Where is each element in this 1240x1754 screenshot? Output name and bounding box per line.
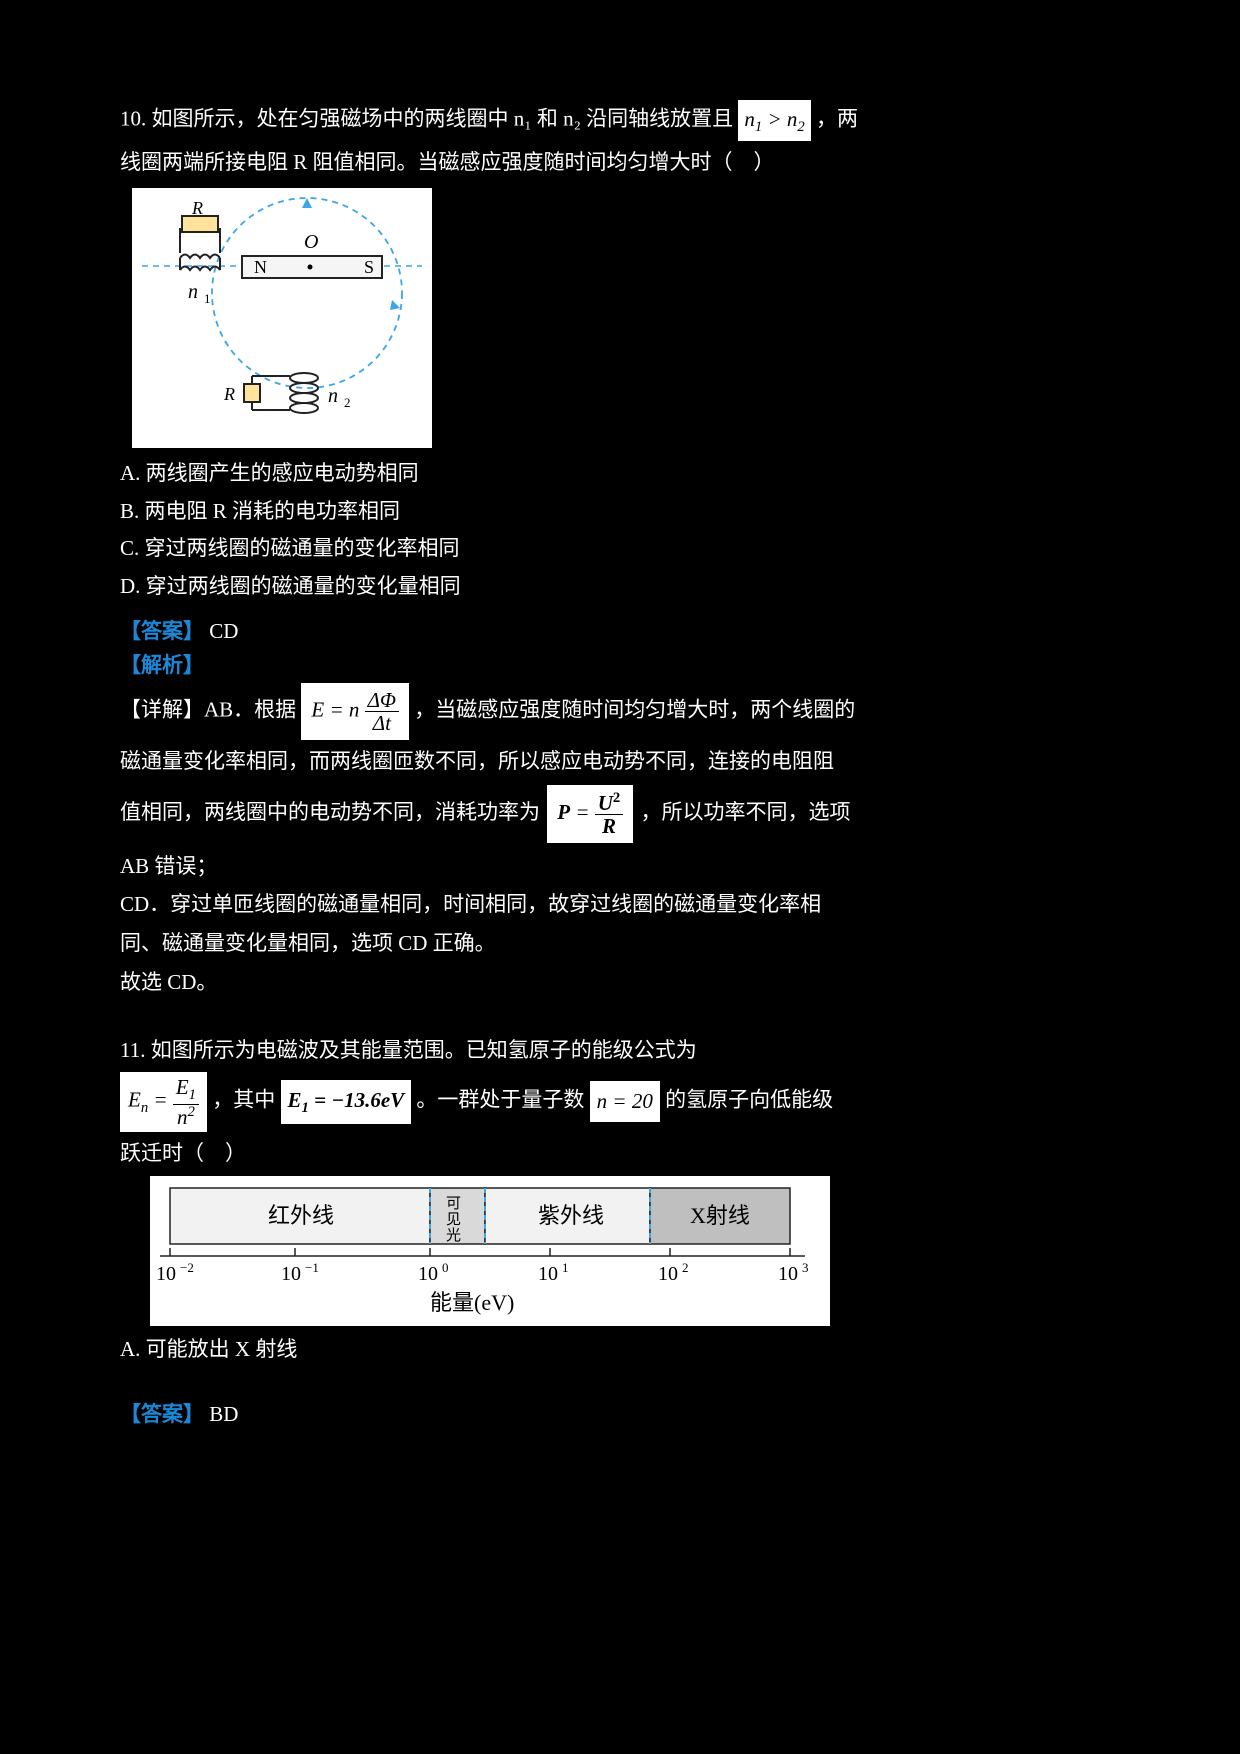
q10-option-b: B. 两电阻 R 消耗的电功率相同: [120, 494, 1120, 529]
svg-text:n: n: [188, 281, 198, 303]
q10-intro-after: ，两: [816, 107, 858, 131]
q10-option-c: C. 穿过两线圈的磁通量的变化率相同: [120, 531, 1120, 566]
svg-text:0: 0: [442, 1260, 449, 1275]
q10-intro-line1: 10. 如图所示，处在匀强磁场中的两线圈中 n₁ 和 n₂ 沿同轴线放置且 n1…: [120, 100, 1120, 141]
svg-text:1: 1: [562, 1260, 569, 1275]
q11-l2a: ，其中: [212, 1088, 275, 1112]
svg-text:10: 10: [538, 1263, 558, 1285]
q11-intro-line2: En = E1 n2 ，其中 E1 = −13.6eV 。一群处于量子数 n =…: [120, 1072, 1120, 1132]
analysis-line1: 【详解】AB．根据 E = n ΔΦ Δt ，当磁感应强度随时间均匀增大时，两个…: [120, 683, 1120, 740]
q11-option-a: A. 可能放出 X 射线: [120, 1332, 1120, 1367]
q10-intro-line2: 线圈两端所接电阻 R 阻值相同。当磁感应强度随时间均匀增大时（ ）: [120, 145, 1120, 180]
q10-intro-before: 10. 如图所示，处在匀强磁场中的两线圈中 n₁ 和 n₂ 沿同轴线放置且: [120, 107, 733, 131]
q11-l2c: 的氢原子向低能级: [665, 1088, 833, 1112]
analysis-line3: 值相同，两线圈中的电动势不同，消耗功率为 P = U2 R ，所以功率不同，选项: [120, 783, 1120, 845]
q11-intro-line3: 跃迁时（ ）: [120, 1136, 1120, 1171]
answer-label: 【答案】: [120, 619, 204, 643]
svg-text:紫外线: 紫外线: [538, 1203, 604, 1228]
svg-text:X射线: X射线: [690, 1203, 750, 1228]
formula-n1-gt-n2: n1 > n2: [738, 100, 810, 141]
formula-power: P = U2 R: [545, 783, 635, 845]
svg-text:n: n: [328, 385, 338, 407]
svg-text:R: R: [191, 198, 203, 218]
analysis-l3b: ，所以功率不同，选项: [641, 800, 851, 824]
svg-text:R: R: [223, 384, 235, 404]
svg-text:红外线: 红外线: [268, 1203, 334, 1228]
svg-text:光: 光: [446, 1227, 461, 1244]
svg-text:10: 10: [418, 1263, 438, 1285]
formula-e1: E1 = −13.6eV: [281, 1080, 412, 1123]
svg-text:10: 10: [778, 1263, 798, 1285]
q10-option-d: D. 穿过两线圈的磁通量的变化量相同: [120, 569, 1120, 604]
svg-text:10: 10: [658, 1263, 678, 1285]
analysis-line6: 同、磁通量变化量相同，选项 CD 正确。: [120, 926, 1120, 961]
q11-l2b: 。一群处于量子数: [416, 1088, 584, 1112]
svg-text:1: 1: [204, 291, 211, 306]
analysis-l3a: 值相同，两线圈中的电动势不同，消耗功率为: [120, 800, 540, 824]
svg-text:N: N: [254, 257, 267, 277]
analysis-p1a: 【详解】AB．根据: [120, 697, 296, 721]
analysis-line7: 故选 CD。: [120, 965, 1120, 1000]
analysis-line2: 磁通量变化率相同，而两线圈匝数不同，所以感应电动势不同，连接的电阻阻: [120, 744, 1120, 779]
svg-text:能量(eV): 能量(eV): [430, 1290, 514, 1315]
svg-text:10: 10: [156, 1263, 176, 1285]
formula-emf: E = n ΔΦ Δt: [301, 683, 409, 740]
formula-n20: n = 20: [590, 1081, 660, 1122]
analysis-p1b: ，当磁感应强度随时间均匀增大时，两个线圈的: [414, 697, 855, 721]
spectrum-diagram: 红外线 可 见 光 紫外线 X射线 10−2 10−1 100 101 102 …: [150, 1176, 830, 1326]
analysis-line4: AB 错误；: [120, 849, 1120, 884]
formula-en: En = E1 n2: [120, 1072, 207, 1132]
svg-text:2: 2: [344, 395, 351, 410]
analysis-line5: CD．穿过单匝线圈的磁通量相同，时间相同，故穿过线圈的磁通量变化率相: [120, 887, 1120, 922]
svg-text:S: S: [364, 257, 374, 277]
svg-text:−2: −2: [180, 1260, 194, 1275]
analysis-label: 【解析】: [120, 653, 204, 677]
q11-answer: BD: [209, 1402, 238, 1426]
svg-text:O: O: [304, 231, 318, 253]
svg-text:3: 3: [802, 1260, 809, 1275]
circuit-diagram: N S O R n 1 R n 2: [132, 188, 432, 448]
q10-option-a: A. 两线圈产生的感应电动势相同: [120, 456, 1120, 491]
svg-text:2: 2: [682, 1260, 689, 1275]
q11-answer-label: 【答案】: [120, 1402, 204, 1426]
svg-text:−1: −1: [305, 1260, 319, 1275]
q10-answer: CD: [209, 619, 238, 643]
svg-text:可: 可: [446, 1196, 461, 1212]
svg-text:10: 10: [281, 1263, 301, 1285]
svg-text:见: 见: [446, 1212, 461, 1228]
q11-intro-line1: 11. 如图所示为电磁波及其能量范围。已知氢原子的能级公式为: [120, 1033, 1120, 1068]
